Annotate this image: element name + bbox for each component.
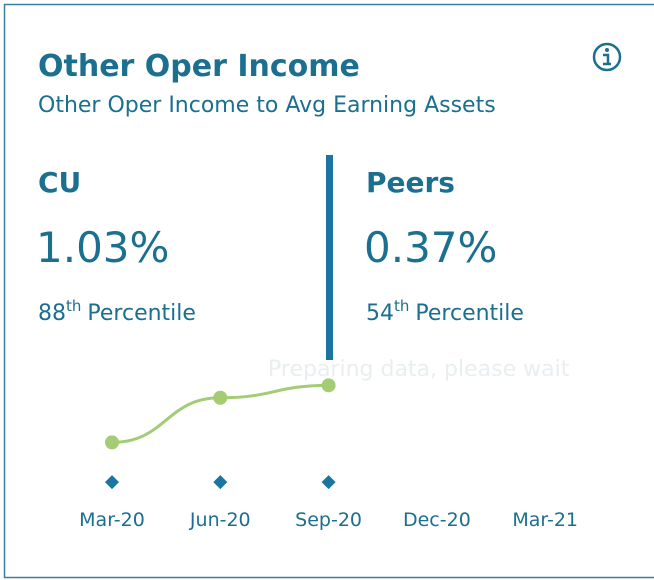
cu-value: 1.03% <box>36 223 169 272</box>
cu-point <box>321 378 336 393</box>
peers-percentile: 54th Percentile <box>366 297 524 326</box>
peer-marker <box>213 475 228 490</box>
card-subtitle: Other Oper Income to Avg Earning Assets <box>38 93 496 118</box>
chart: Mar-20 Jun-20 Sep-20 Dec-20 Mar-21 <box>79 378 578 531</box>
x-tick-label: Sep-20 <box>295 509 362 531</box>
peer-marker <box>105 475 119 490</box>
peers-label: Peers <box>366 166 455 199</box>
rank-text: Percentile <box>415 301 524 326</box>
rank-text: Percentile <box>87 301 196 326</box>
rank-suffix: th <box>394 297 409 315</box>
rank: 88 <box>38 301 66 326</box>
rank: 54 <box>366 301 394 326</box>
cu-point <box>105 435 119 450</box>
x-tick-label: Mar-20 <box>79 509 145 531</box>
peers-value: 0.37% <box>364 223 497 272</box>
peer-marker <box>321 475 336 490</box>
cu-label: CU <box>38 166 81 199</box>
loading-overlay: Preparing data, please wait <box>268 357 570 382</box>
info-icon[interactable] <box>592 42 622 72</box>
card-title: Other Oper Income <box>38 49 360 84</box>
x-tick-label: Mar-21 <box>512 509 578 531</box>
divider <box>326 155 333 360</box>
cu-percentile: 88th Percentile <box>38 297 196 326</box>
rank-suffix: th <box>66 297 81 315</box>
x-tick-label: Dec-20 <box>403 509 471 531</box>
x-tick-label: Jun-20 <box>189 509 251 531</box>
cu-point <box>213 390 228 405</box>
